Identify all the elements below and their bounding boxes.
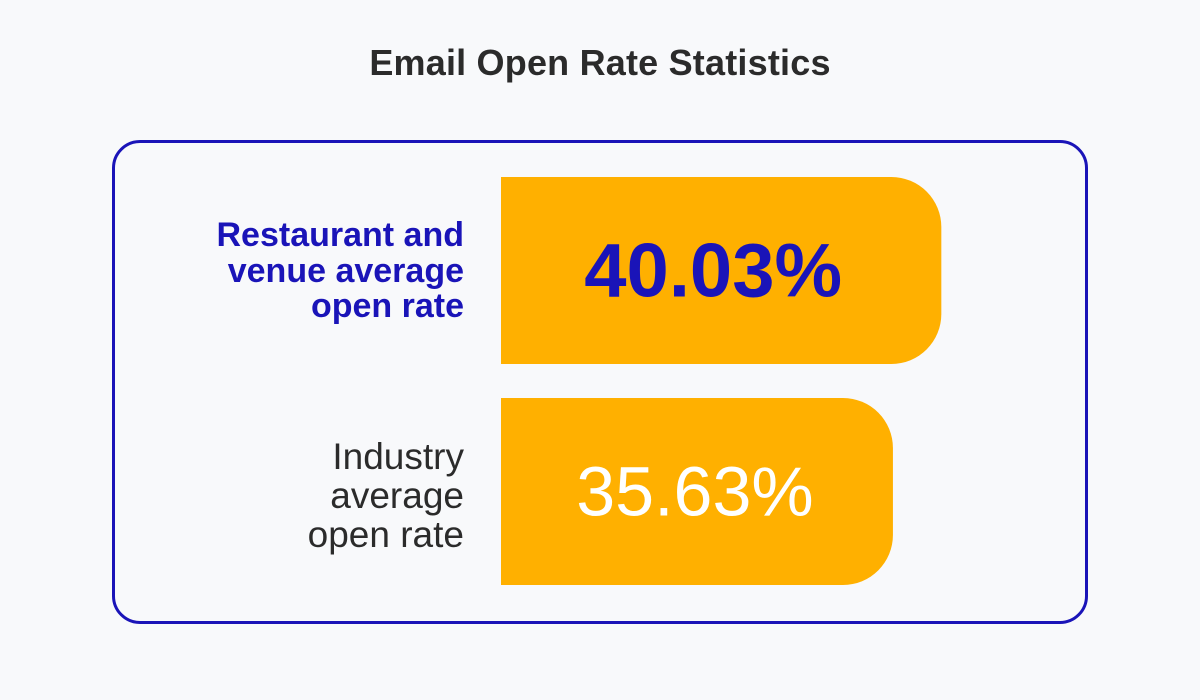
chart-title: Email Open Rate Statistics [369,42,831,83]
value-label-restaurant: 40.03% [584,229,842,314]
bar-restaurant [501,177,942,364]
bar-industry [501,398,893,585]
chart-frame [112,140,1088,624]
category-label-restaurant: Restaurant and venue average open rate [216,216,465,326]
category-label-industry: Industry average open rate [307,436,464,555]
value-label-industry: 35.63% [576,453,813,531]
